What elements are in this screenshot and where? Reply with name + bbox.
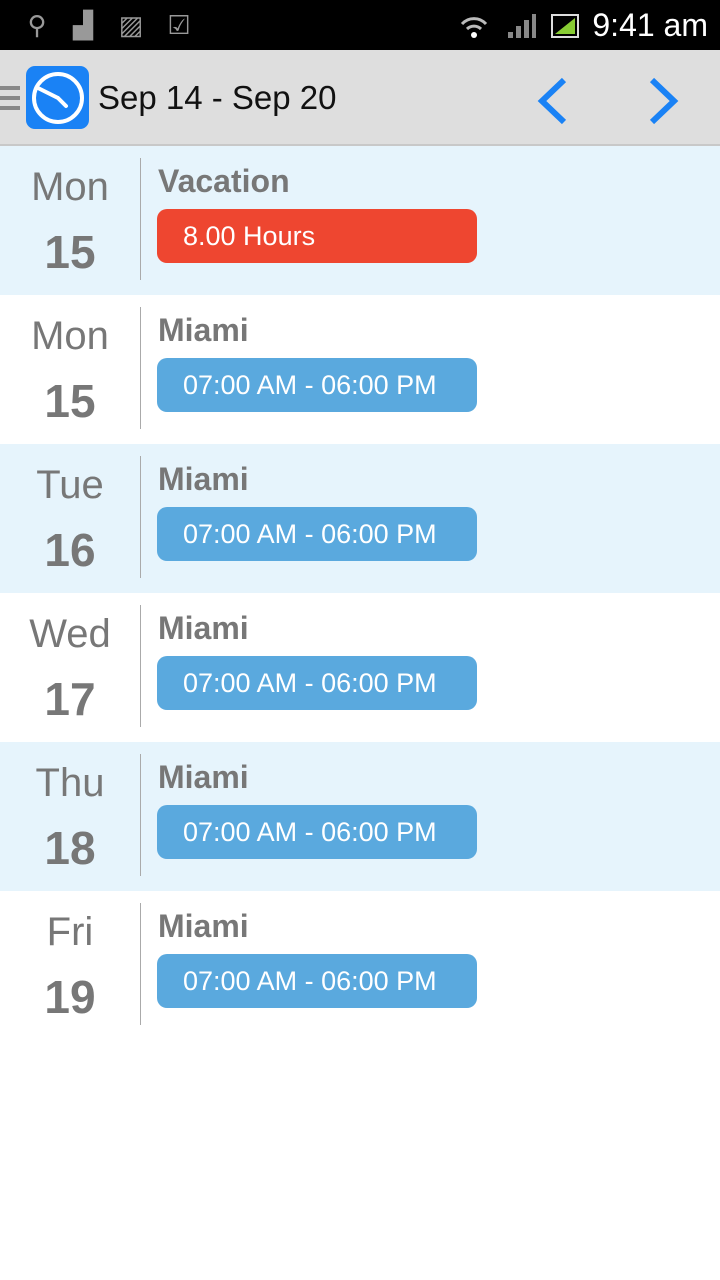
schedule-row[interactable]: Fri 19 Miami 07:00 AM - 06:00 PM: [0, 891, 720, 1040]
day-name: Mon: [31, 314, 109, 358]
previous-week-button[interactable]: [530, 76, 580, 126]
menu-icon[interactable]: [0, 86, 20, 116]
signal-icon: [508, 14, 536, 38]
status-bar: ⚲ ▟ ▨ ☑ 9:41 am: [0, 0, 720, 50]
entry-detail-badge[interactable]: 07:00 AM - 06:00 PM: [157, 805, 477, 859]
app-bar: [0, 50, 720, 146]
schedule-row[interactable]: Thu 18 Miami 07:00 AM - 06:00 PM: [0, 742, 720, 891]
entry-detail-badge[interactable]: 07:00 AM - 06:00 PM: [157, 358, 477, 412]
image-icon: ▨: [118, 10, 144, 40]
wifi-icon: [460, 17, 488, 38]
day-number: 18: [44, 822, 96, 874]
entry-title: Miami: [158, 312, 249, 348]
divider: [140, 158, 141, 280]
divider: [140, 456, 141, 578]
entry-detail-badge[interactable]: 07:00 AM - 06:00 PM: [157, 507, 477, 561]
day-name: Tue: [36, 463, 104, 507]
app-logo-clock-icon[interactable]: [26, 66, 89, 129]
day-name: Thu: [35, 761, 105, 805]
chevron-left-icon: [537, 77, 567, 125]
entry-title: Miami: [158, 610, 249, 646]
date-range-title: Sep 14 - Sep 20: [98, 79, 337, 116]
chevron-right-icon: [649, 77, 679, 125]
schedule-row[interactable]: Wed 17 Miami 07:00 AM - 06:00 PM: [0, 593, 720, 742]
entry-detail-badge[interactable]: 07:00 AM - 06:00 PM: [157, 656, 477, 710]
day-name: Wed: [29, 612, 111, 656]
day-name: Mon: [31, 165, 109, 209]
entry-title: Miami: [158, 461, 249, 497]
day-number: 16: [44, 524, 96, 576]
schedule-list: Mon 15 Vacation 8.00 Hours Mon 15 Miami 0…: [0, 146, 720, 1040]
entry-detail-badge[interactable]: 8.00 Hours: [157, 209, 477, 263]
battery-icon: [551, 14, 579, 38]
day-number: 15: [44, 226, 96, 278]
divider: [140, 903, 141, 1025]
schedule-row[interactable]: Mon 15 Miami 07:00 AM - 06:00 PM: [0, 295, 720, 444]
schedule-row[interactable]: Tue 16 Miami 07:00 AM - 06:00 PM: [0, 444, 720, 593]
divider: [140, 605, 141, 727]
android-icon: ▟: [73, 10, 93, 40]
divider: [140, 754, 141, 876]
day-number: 15: [44, 375, 96, 427]
day-number: 17: [44, 673, 96, 725]
day-name: Fri: [46, 910, 94, 954]
day-number: 19: [44, 971, 96, 1023]
schedule-row[interactable]: Mon 15 Vacation 8.00 Hours: [0, 146, 720, 295]
entry-detail-badge[interactable]: 07:00 AM - 06:00 PM: [157, 954, 477, 1008]
entry-title: Miami: [158, 759, 249, 795]
next-week-button[interactable]: [640, 76, 690, 126]
divider: [140, 307, 141, 429]
checkbox-icon: ☑: [167, 10, 191, 40]
entry-title: Vacation: [158, 163, 290, 199]
status-time: 9:41 am: [592, 7, 708, 43]
usb-icon: ⚲: [27, 10, 47, 40]
entry-title: Miami: [158, 908, 249, 944]
